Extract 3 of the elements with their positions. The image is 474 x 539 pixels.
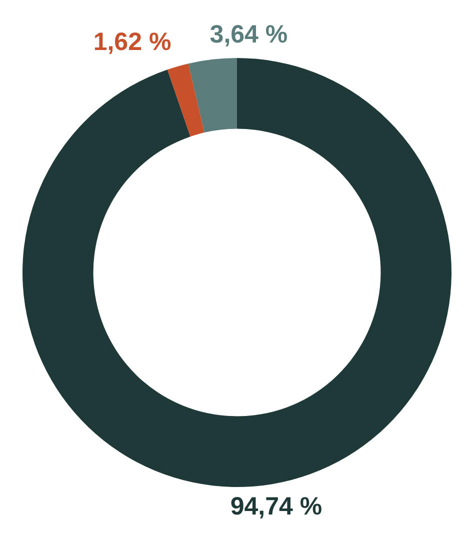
data-label: 1,62 % bbox=[93, 28, 172, 56]
data-label: 94,74 % bbox=[230, 492, 322, 521]
data-label: 3,64 % bbox=[210, 20, 288, 48]
